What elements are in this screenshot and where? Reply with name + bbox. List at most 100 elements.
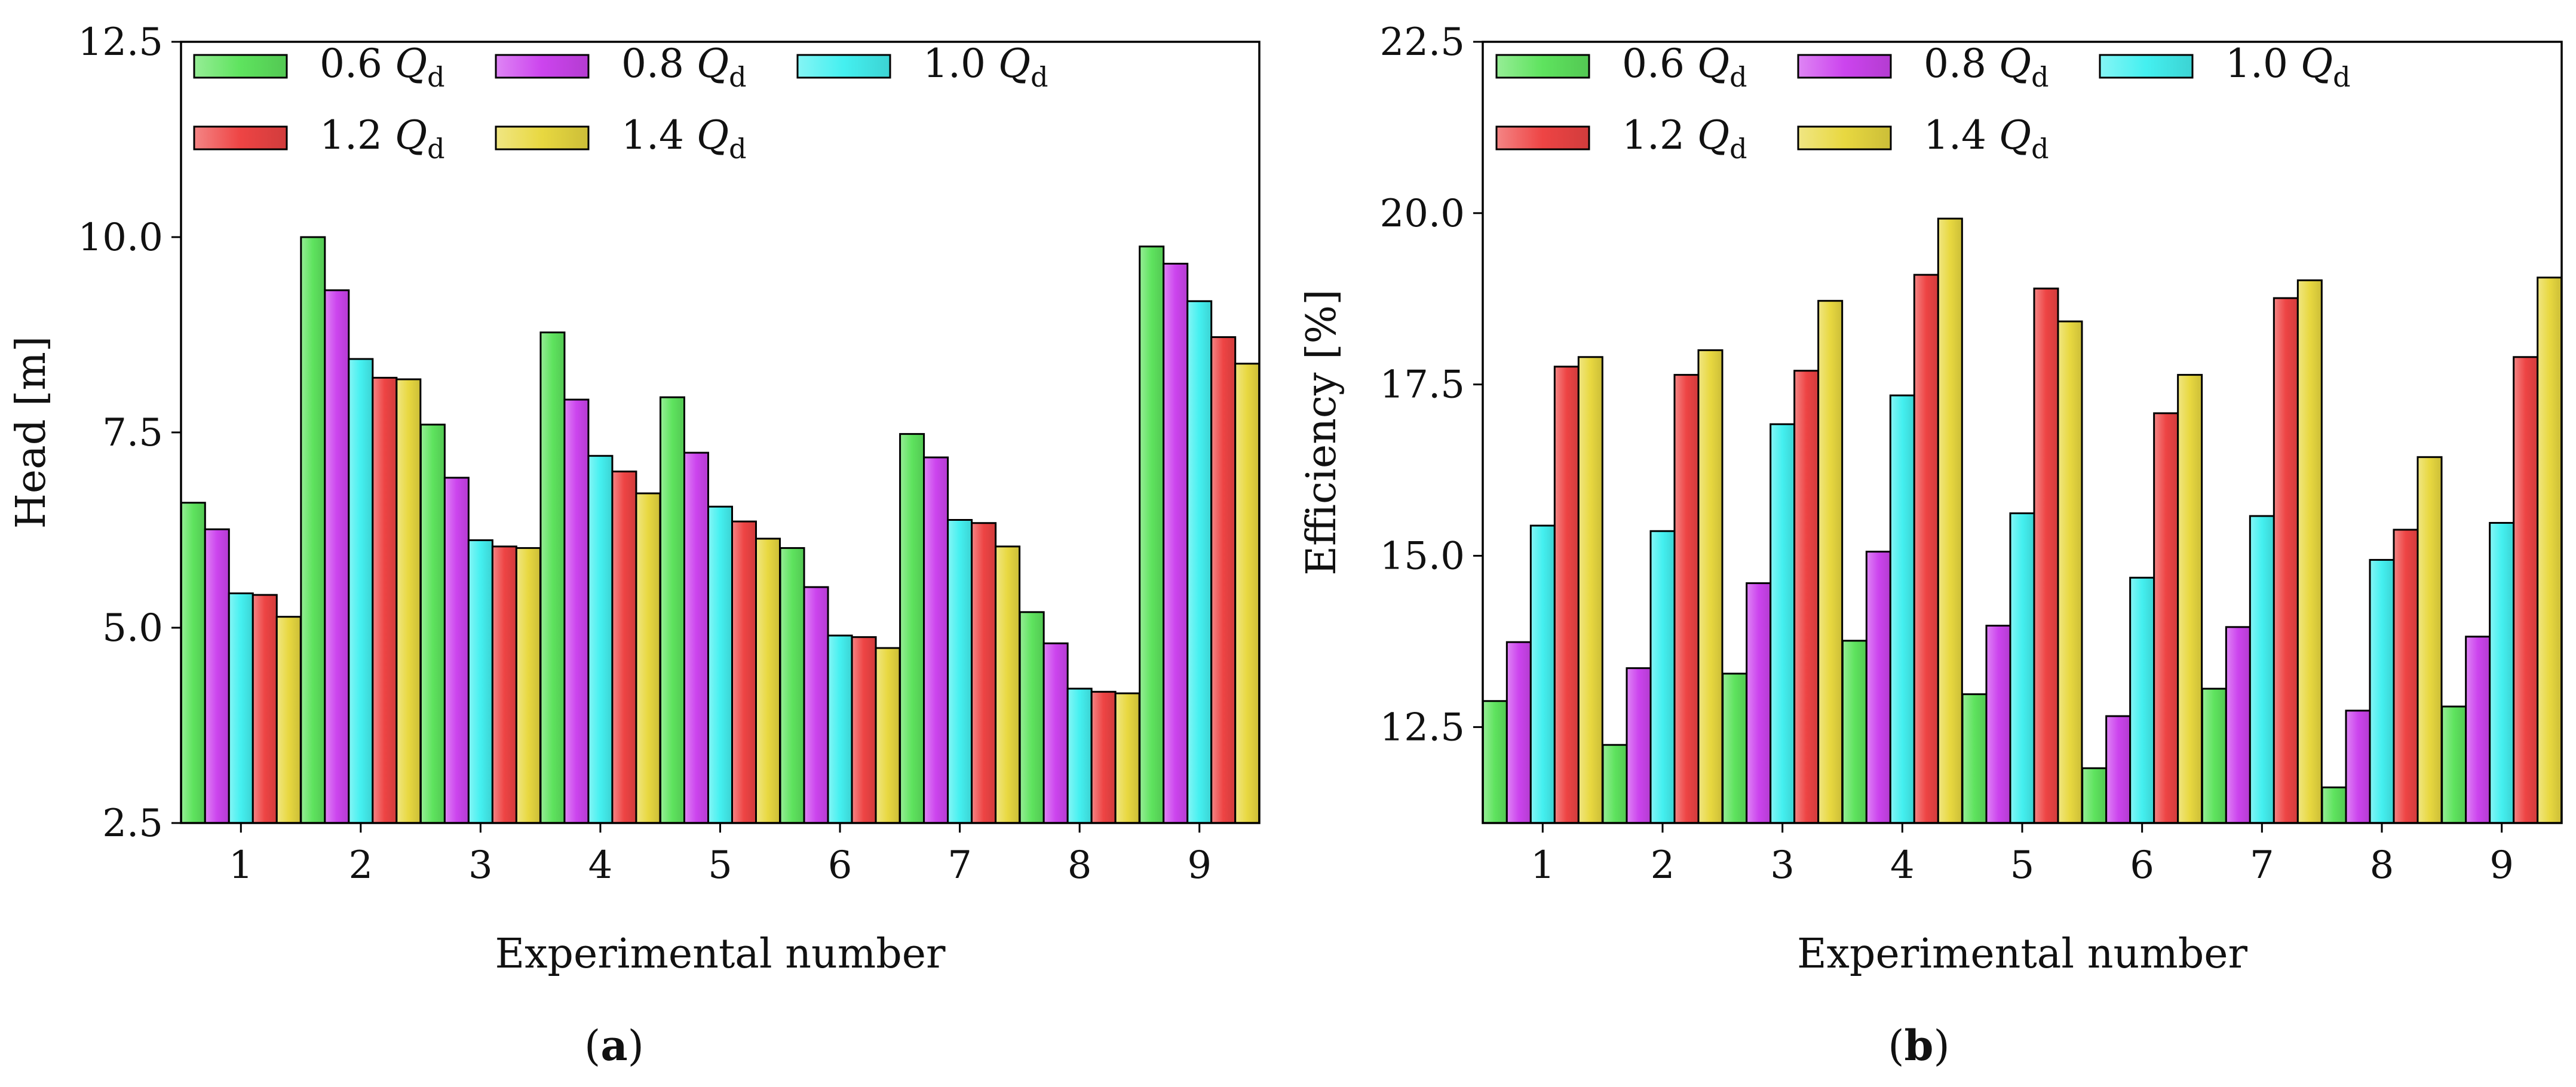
bar-b-exp6-0_8	[2105, 715, 2132, 824]
bar-b-exp7-0_6	[2201, 687, 2227, 824]
legend-item: 1.2 Qd	[193, 112, 445, 165]
bar-b-exp9-1_2	[2513, 356, 2539, 824]
bar-a-exp7-1_2	[971, 522, 997, 824]
bar-a-exp2-0_6	[300, 236, 326, 824]
legend-swatch	[1495, 54, 1590, 79]
y-tick-label: 2.5	[102, 802, 163, 846]
bar-b-exp4-0_8	[1865, 551, 1891, 824]
bar-b-exp6-0_6	[2081, 767, 2108, 824]
bar-b-exp1-1_4	[1577, 356, 1603, 824]
legend-item: 1.2 Qd	[1495, 112, 1747, 165]
x-axis-label: Experimental number	[1797, 931, 2248, 978]
bar-a-exp1-1_4	[275, 616, 302, 824]
legend: 0.6 Qd 0.8 Qd 1.0 Qd 1.2 Qd 1.4 Qd	[193, 41, 1048, 165]
bar-b-exp8-0_6	[2321, 786, 2347, 824]
plot-frame	[1482, 41, 2563, 824]
legend-item: 1.4 Qd	[1797, 112, 2049, 165]
y-tick-label: 5.0	[102, 606, 163, 650]
legend-label: 0.8 Qd	[1924, 41, 2049, 93]
bar-b-exp3-0_6	[1722, 673, 1748, 824]
x-tick-label: 4	[588, 843, 613, 888]
x-tick-label: 1	[229, 843, 253, 888]
bar-b-exp5-0_6	[1961, 693, 1988, 824]
legend-swatch	[796, 54, 891, 79]
bar-b-exp1-0_6	[1482, 700, 1508, 824]
bar-b-exp9-1_4	[2537, 277, 2563, 824]
bar-a-exp3-1_2	[491, 545, 517, 824]
legend-item: 1.0 Qd	[796, 41, 1048, 93]
x-tick-label: 5	[2010, 843, 2035, 888]
legend-item: 0.8 Qd	[1797, 41, 2049, 93]
bar-b-exp8-1_4	[2416, 456, 2443, 824]
legend-swatch	[495, 54, 590, 79]
bar-a-exp6-0_6	[779, 547, 805, 824]
bar-a-exp1-1_0	[228, 592, 254, 824]
x-tick-label: 9	[2489, 843, 2514, 888]
x-tick-label: 3	[468, 843, 493, 888]
bar-b-exp3-1_2	[1793, 370, 1820, 824]
bar-a-exp9-0_6	[1139, 245, 1165, 824]
y-tick-label: 12.5	[1380, 705, 1465, 750]
bar-a-exp5-1_2	[731, 520, 757, 824]
bar-b-exp1-0_8	[1505, 641, 1532, 824]
y-tick-label: 15.0	[1380, 535, 1465, 579]
panel-caption: (b)	[1888, 1021, 1950, 1070]
legend-label: 0.6 Qd	[320, 41, 445, 93]
plot-frame	[180, 41, 1261, 824]
x-tick-label: 5	[708, 843, 732, 888]
bar-a-exp8-1_2	[1090, 690, 1117, 824]
x-tick-label: 6	[2130, 843, 2154, 888]
x-tick-label: 8	[1068, 843, 1092, 888]
bar-b-exp5-1_2	[2033, 287, 2059, 824]
legend-label: 1.2 Qd	[320, 112, 445, 165]
bar-b-exp2-1_2	[1673, 374, 1700, 824]
bar-b-exp4-1_0	[1889, 394, 1915, 824]
legend-swatch	[1797, 125, 1892, 151]
bar-b-exp2-0_8	[1626, 667, 1652, 824]
bar-a-exp6-1_2	[851, 636, 877, 824]
bar-a-exp9-0_8	[1163, 262, 1189, 824]
bar-a-exp5-1_0	[707, 505, 733, 824]
bar-b-exp2-1_4	[1697, 349, 1724, 824]
bar-b-exp3-0_8	[1746, 582, 1772, 824]
legend-item: 0.8 Qd	[495, 41, 747, 93]
bar-a-exp4-0_6	[539, 331, 566, 824]
bar-a-exp3-0_6	[419, 423, 446, 824]
bar-b-exp9-0_8	[2465, 635, 2491, 824]
bar-b-exp5-0_8	[1985, 625, 2011, 824]
bar-a-exp7-1_0	[947, 518, 973, 824]
bar-a-exp6-0_8	[803, 586, 829, 824]
bar-b-exp7-0_8	[2225, 626, 2251, 824]
bar-b-exp9-0_6	[2441, 705, 2467, 824]
legend: 0.6 Qd 0.8 Qd 1.0 Qd 1.2 Qd 1.4 Qd	[1495, 41, 2351, 165]
bar-a-exp4-1_2	[611, 470, 637, 824]
bar-a-exp3-1_0	[467, 539, 493, 824]
bar-b-exp4-1_4	[1937, 217, 1963, 824]
bar-a-exp8-1_4	[1114, 692, 1140, 824]
x-tick-label: 9	[1187, 843, 1212, 888]
bar-b-exp1-1_2	[1553, 366, 1580, 824]
bar-b-exp2-0_6	[1602, 744, 1628, 824]
bar-b-exp8-0_8	[2345, 710, 2371, 824]
bar-a-exp4-1_0	[587, 455, 614, 824]
bar-b-exp7-1_0	[2249, 515, 2275, 824]
bar-a-exp7-0_8	[923, 456, 949, 824]
bar-a-exp2-1_0	[348, 358, 374, 824]
bar-a-exp3-1_4	[515, 547, 541, 824]
chart-panel-b: 1 2 3 4 5 6 7 8 9 12.5 15.0 17.5 20.0 22.5 Experimenta…	[1298, 20, 2563, 1070]
x-tick-label: 4	[1890, 843, 1915, 888]
legend-label: 0.8 Qd	[621, 41, 747, 93]
bar-b-exp4-1_2	[1913, 274, 1939, 824]
x-tick-label: 2	[1651, 843, 1675, 888]
legend-swatch	[193, 54, 288, 79]
legend-swatch	[1797, 54, 1892, 79]
bar-a-exp5-0_6	[660, 396, 685, 824]
bar-a-exp9-1_2	[1210, 336, 1237, 824]
x-tick-label: 6	[828, 843, 852, 888]
y-tick-label: 10.0	[78, 216, 164, 260]
bar-a-exp1-0_6	[180, 502, 206, 824]
bar-b-exp8-1_0	[2369, 558, 2395, 824]
bar-a-exp1-0_8	[204, 528, 230, 824]
legend-item: 0.6 Qd	[1495, 41, 1747, 93]
bar-a-exp4-1_4	[635, 492, 661, 824]
